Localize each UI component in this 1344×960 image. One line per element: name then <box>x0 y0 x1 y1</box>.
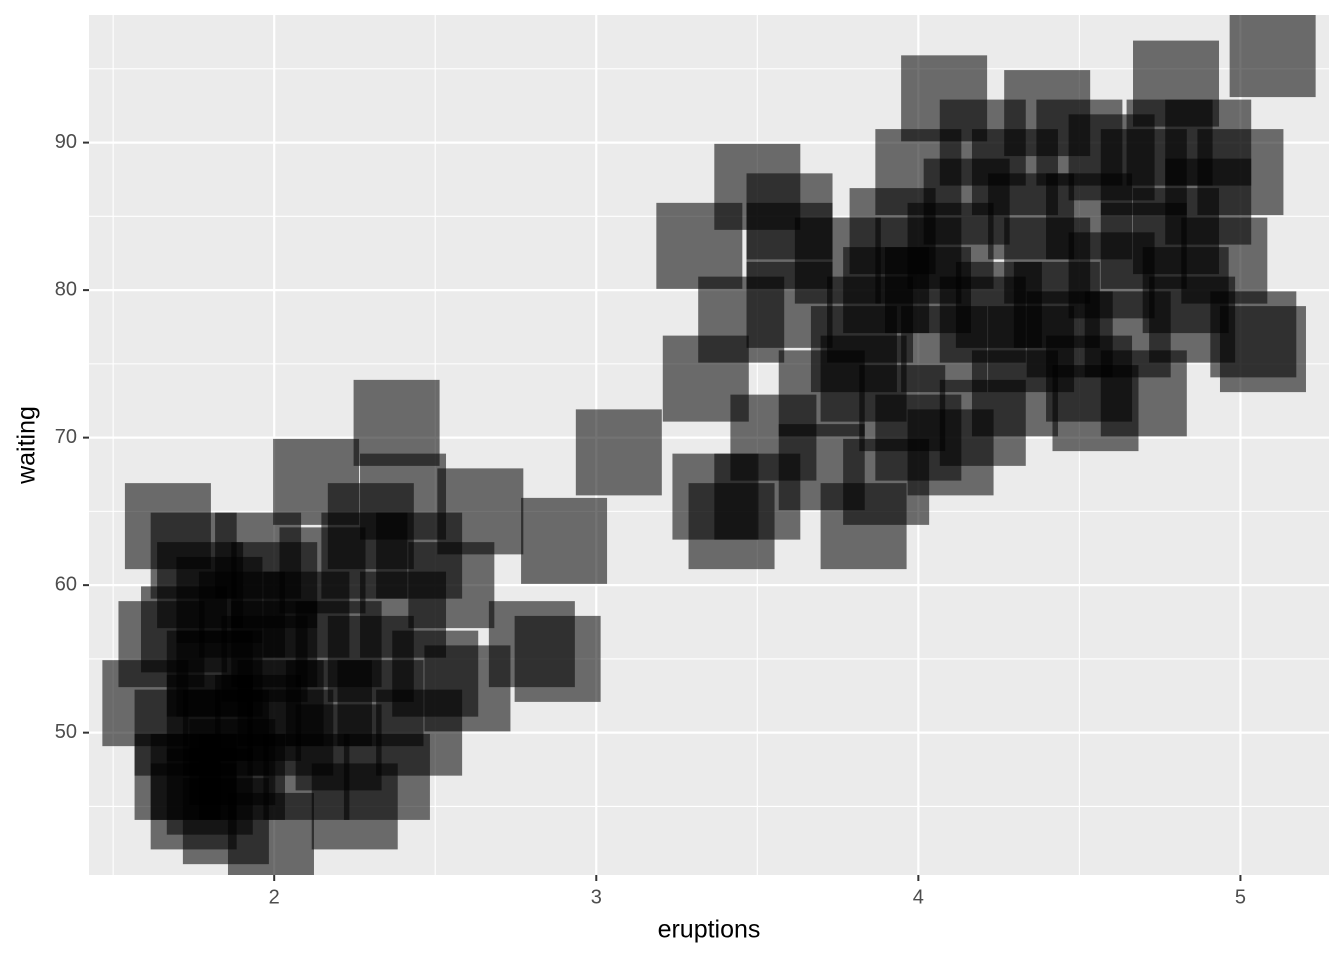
point <box>360 453 447 540</box>
point <box>118 601 205 688</box>
y-tick-label: 50 <box>55 721 77 743</box>
point <box>988 306 1075 393</box>
point <box>843 438 930 525</box>
points <box>102 15 1316 875</box>
point <box>794 217 881 304</box>
point <box>1149 276 1236 363</box>
point <box>1165 99 1252 186</box>
x-axis-title: eruptions <box>658 916 761 944</box>
y-tick-label: 80 <box>55 278 77 300</box>
point <box>514 615 601 702</box>
point <box>939 379 1026 466</box>
y-axis-title: waiting <box>13 406 41 485</box>
y-tick-label: 70 <box>55 426 77 448</box>
point <box>575 409 662 496</box>
y-tick-label: 60 <box>55 573 77 595</box>
x-tick-label: 5 <box>1235 886 1246 908</box>
point <box>1004 217 1091 304</box>
point <box>939 99 1026 186</box>
axes: 2 3 4 5 50 60 70 80 90 <box>55 131 1246 908</box>
point <box>353 379 440 466</box>
point <box>408 542 495 629</box>
x-tick-label: 2 <box>269 886 280 908</box>
point <box>337 660 424 747</box>
point <box>215 512 302 599</box>
point <box>521 497 608 584</box>
y-tick-label: 90 <box>55 131 77 153</box>
point <box>810 306 897 393</box>
point <box>182 689 269 776</box>
point <box>907 202 994 289</box>
x-tick-label: 3 <box>591 886 602 908</box>
point <box>1229 15 1316 98</box>
point <box>698 276 785 363</box>
point <box>231 601 318 688</box>
x-tick-label: 4 <box>913 886 924 908</box>
